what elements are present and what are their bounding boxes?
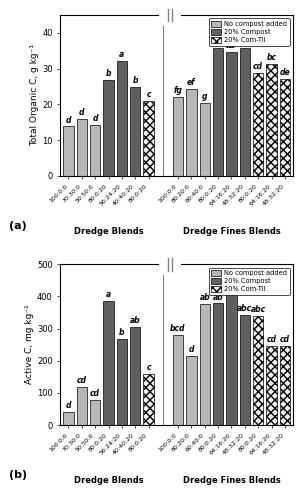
Text: d: d <box>92 114 98 123</box>
Bar <box>239 315 250 425</box>
Bar <box>266 346 277 425</box>
Text: cd: cd <box>280 334 290 344</box>
Bar <box>266 64 277 176</box>
Text: ab: ab <box>199 294 210 302</box>
Text: cd: cd <box>77 376 87 385</box>
Bar <box>226 293 237 425</box>
Bar <box>173 335 183 425</box>
Legend: No compost added, 20% Compost, 20% Com-Til: No compost added, 20% Compost, 20% Com-T… <box>209 18 290 46</box>
Text: d: d <box>66 116 71 124</box>
Text: (b): (b) <box>9 470 27 480</box>
Bar <box>90 125 100 176</box>
Bar <box>130 87 140 176</box>
Text: cd: cd <box>253 62 263 71</box>
Text: ab: ab <box>130 316 140 325</box>
Bar <box>143 374 154 425</box>
Bar <box>103 300 114 425</box>
Bar <box>173 97 183 176</box>
Text: fg: fg <box>174 86 182 95</box>
Bar <box>63 412 74 425</box>
Text: d: d <box>189 345 194 354</box>
Text: b: b <box>106 70 111 78</box>
Bar <box>117 60 127 176</box>
Bar <box>253 316 263 425</box>
Text: Dredge Fines Blends: Dredge Fines Blends <box>183 227 280 236</box>
Text: c: c <box>146 364 151 372</box>
Bar <box>239 48 250 176</box>
Text: (a): (a) <box>9 221 27 231</box>
Bar <box>186 356 197 425</box>
Bar <box>77 118 87 176</box>
Bar <box>186 90 197 176</box>
Text: ef: ef <box>187 78 196 88</box>
Bar <box>63 126 74 176</box>
Text: cd: cd <box>267 334 277 344</box>
Bar <box>213 304 223 425</box>
Text: ab: ab <box>226 282 237 291</box>
Bar <box>143 101 154 176</box>
Text: c: c <box>146 90 151 99</box>
Bar <box>130 327 140 425</box>
Text: Dredge Fines Blends: Dredge Fines Blends <box>183 476 280 486</box>
Text: abc: abc <box>251 304 266 314</box>
Bar <box>280 78 290 176</box>
Text: bcd: bcd <box>170 324 186 333</box>
Text: a: a <box>216 37 221 46</box>
Text: a: a <box>106 290 111 298</box>
Bar <box>90 400 100 425</box>
Text: g: g <box>202 92 207 102</box>
Bar <box>280 346 290 425</box>
Text: ab: ab <box>226 41 237 50</box>
Y-axis label: Active C, mg kg⁻¹: Active C, mg kg⁻¹ <box>25 304 34 384</box>
Text: ab: ab <box>213 292 223 302</box>
Text: d: d <box>66 401 71 410</box>
Text: a: a <box>119 50 124 59</box>
Text: cd: cd <box>90 390 100 398</box>
Bar <box>117 339 127 425</box>
Text: d: d <box>79 108 85 116</box>
Text: b: b <box>133 76 138 85</box>
Text: abc: abc <box>237 304 252 313</box>
Text: a: a <box>242 37 247 46</box>
Text: bc: bc <box>267 52 277 62</box>
Text: de: de <box>280 68 290 76</box>
Text: Dredge Blends: Dredge Blends <box>74 227 143 236</box>
Bar <box>200 304 210 425</box>
Bar <box>77 387 87 425</box>
Bar <box>200 104 210 176</box>
Text: Dredge Blends: Dredge Blends <box>74 476 143 486</box>
Bar <box>103 80 114 176</box>
Y-axis label: Total Organic C, g kg⁻¹: Total Organic C, g kg⁻¹ <box>31 44 39 146</box>
Legend: No compost added, 20% Compost, 20% Com-Til: No compost added, 20% Compost, 20% Com-T… <box>209 268 290 295</box>
Bar <box>253 73 263 176</box>
Bar <box>226 52 237 176</box>
Text: b: b <box>119 328 125 337</box>
Bar <box>213 48 223 176</box>
